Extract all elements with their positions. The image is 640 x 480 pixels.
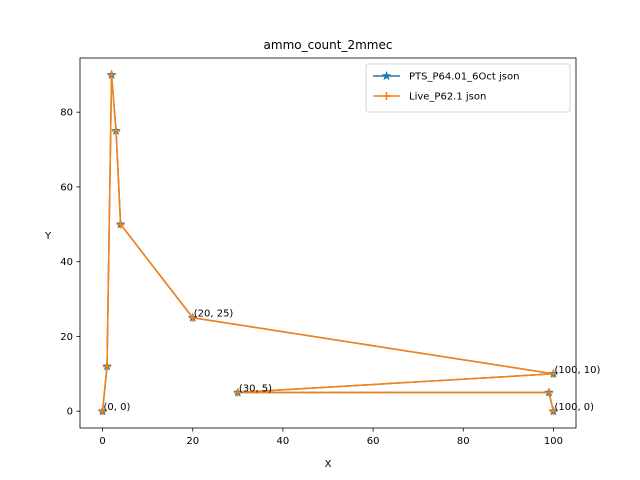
axes-frame: [79, 57, 577, 429]
plot-area: [97, 69, 559, 416]
x-tick-label: 80: [457, 436, 470, 447]
x-axis-label: X: [325, 459, 332, 470]
x-tick-label: 40: [277, 436, 290, 447]
x-tick-label: 60: [367, 436, 380, 447]
series-2-point: [98, 407, 107, 416]
x-tick-label: 20: [186, 436, 199, 447]
series-2-point: [116, 220, 125, 229]
legend-label-1: PTS_P64.01_6Oct json: [409, 72, 519, 83]
y-axis: 0 20 40 60 80: [60, 108, 80, 418]
series-2-point: [549, 407, 558, 416]
point-annotation: (100, 10): [554, 365, 600, 376]
point-annotation: (100, 0): [554, 402, 594, 413]
x-tick-label: 0: [99, 436, 105, 447]
point-annotation: (20, 25): [194, 309, 234, 320]
series-2-point: [233, 388, 242, 397]
series-2-point: [112, 126, 121, 135]
legend-box: [365, 63, 571, 113]
y-tick-label: 40: [60, 257, 73, 268]
series-2-point: [103, 362, 112, 371]
legend-label-2: Live_P62.1 json: [409, 92, 486, 103]
series-2-point: [188, 313, 197, 322]
series-2-point: [544, 388, 553, 397]
chart-title: ammo_count_2mmec: [264, 38, 393, 52]
series-line-1: [101, 74, 555, 412]
point-annotation: (0, 0): [104, 402, 131, 413]
series-2-point: [549, 369, 558, 378]
point-annotations: (0, 0) (20, 25) (100, 10) (30, 5) (100, 0): [104, 309, 601, 413]
series-line-2: [101, 74, 555, 412]
legend-marker-1: [381, 70, 392, 81]
y-tick-label: 20: [60, 332, 73, 343]
y-tick-label: 0: [67, 407, 73, 418]
series-2-point: [107, 70, 116, 79]
y-axis-label: Y: [44, 231, 52, 242]
legend-marker-2: [382, 92, 391, 100]
y-tick-label: 80: [60, 108, 73, 119]
x-axis: 0 20 40 60 80 100: [99, 428, 563, 447]
point-annotation: (30, 5): [239, 383, 272, 394]
y-tick-label: 60: [60, 182, 73, 193]
x-tick-label: 100: [544, 436, 563, 447]
legend: PTS_P64.01_6Oct json Live_P62.1 json: [365, 63, 571, 113]
